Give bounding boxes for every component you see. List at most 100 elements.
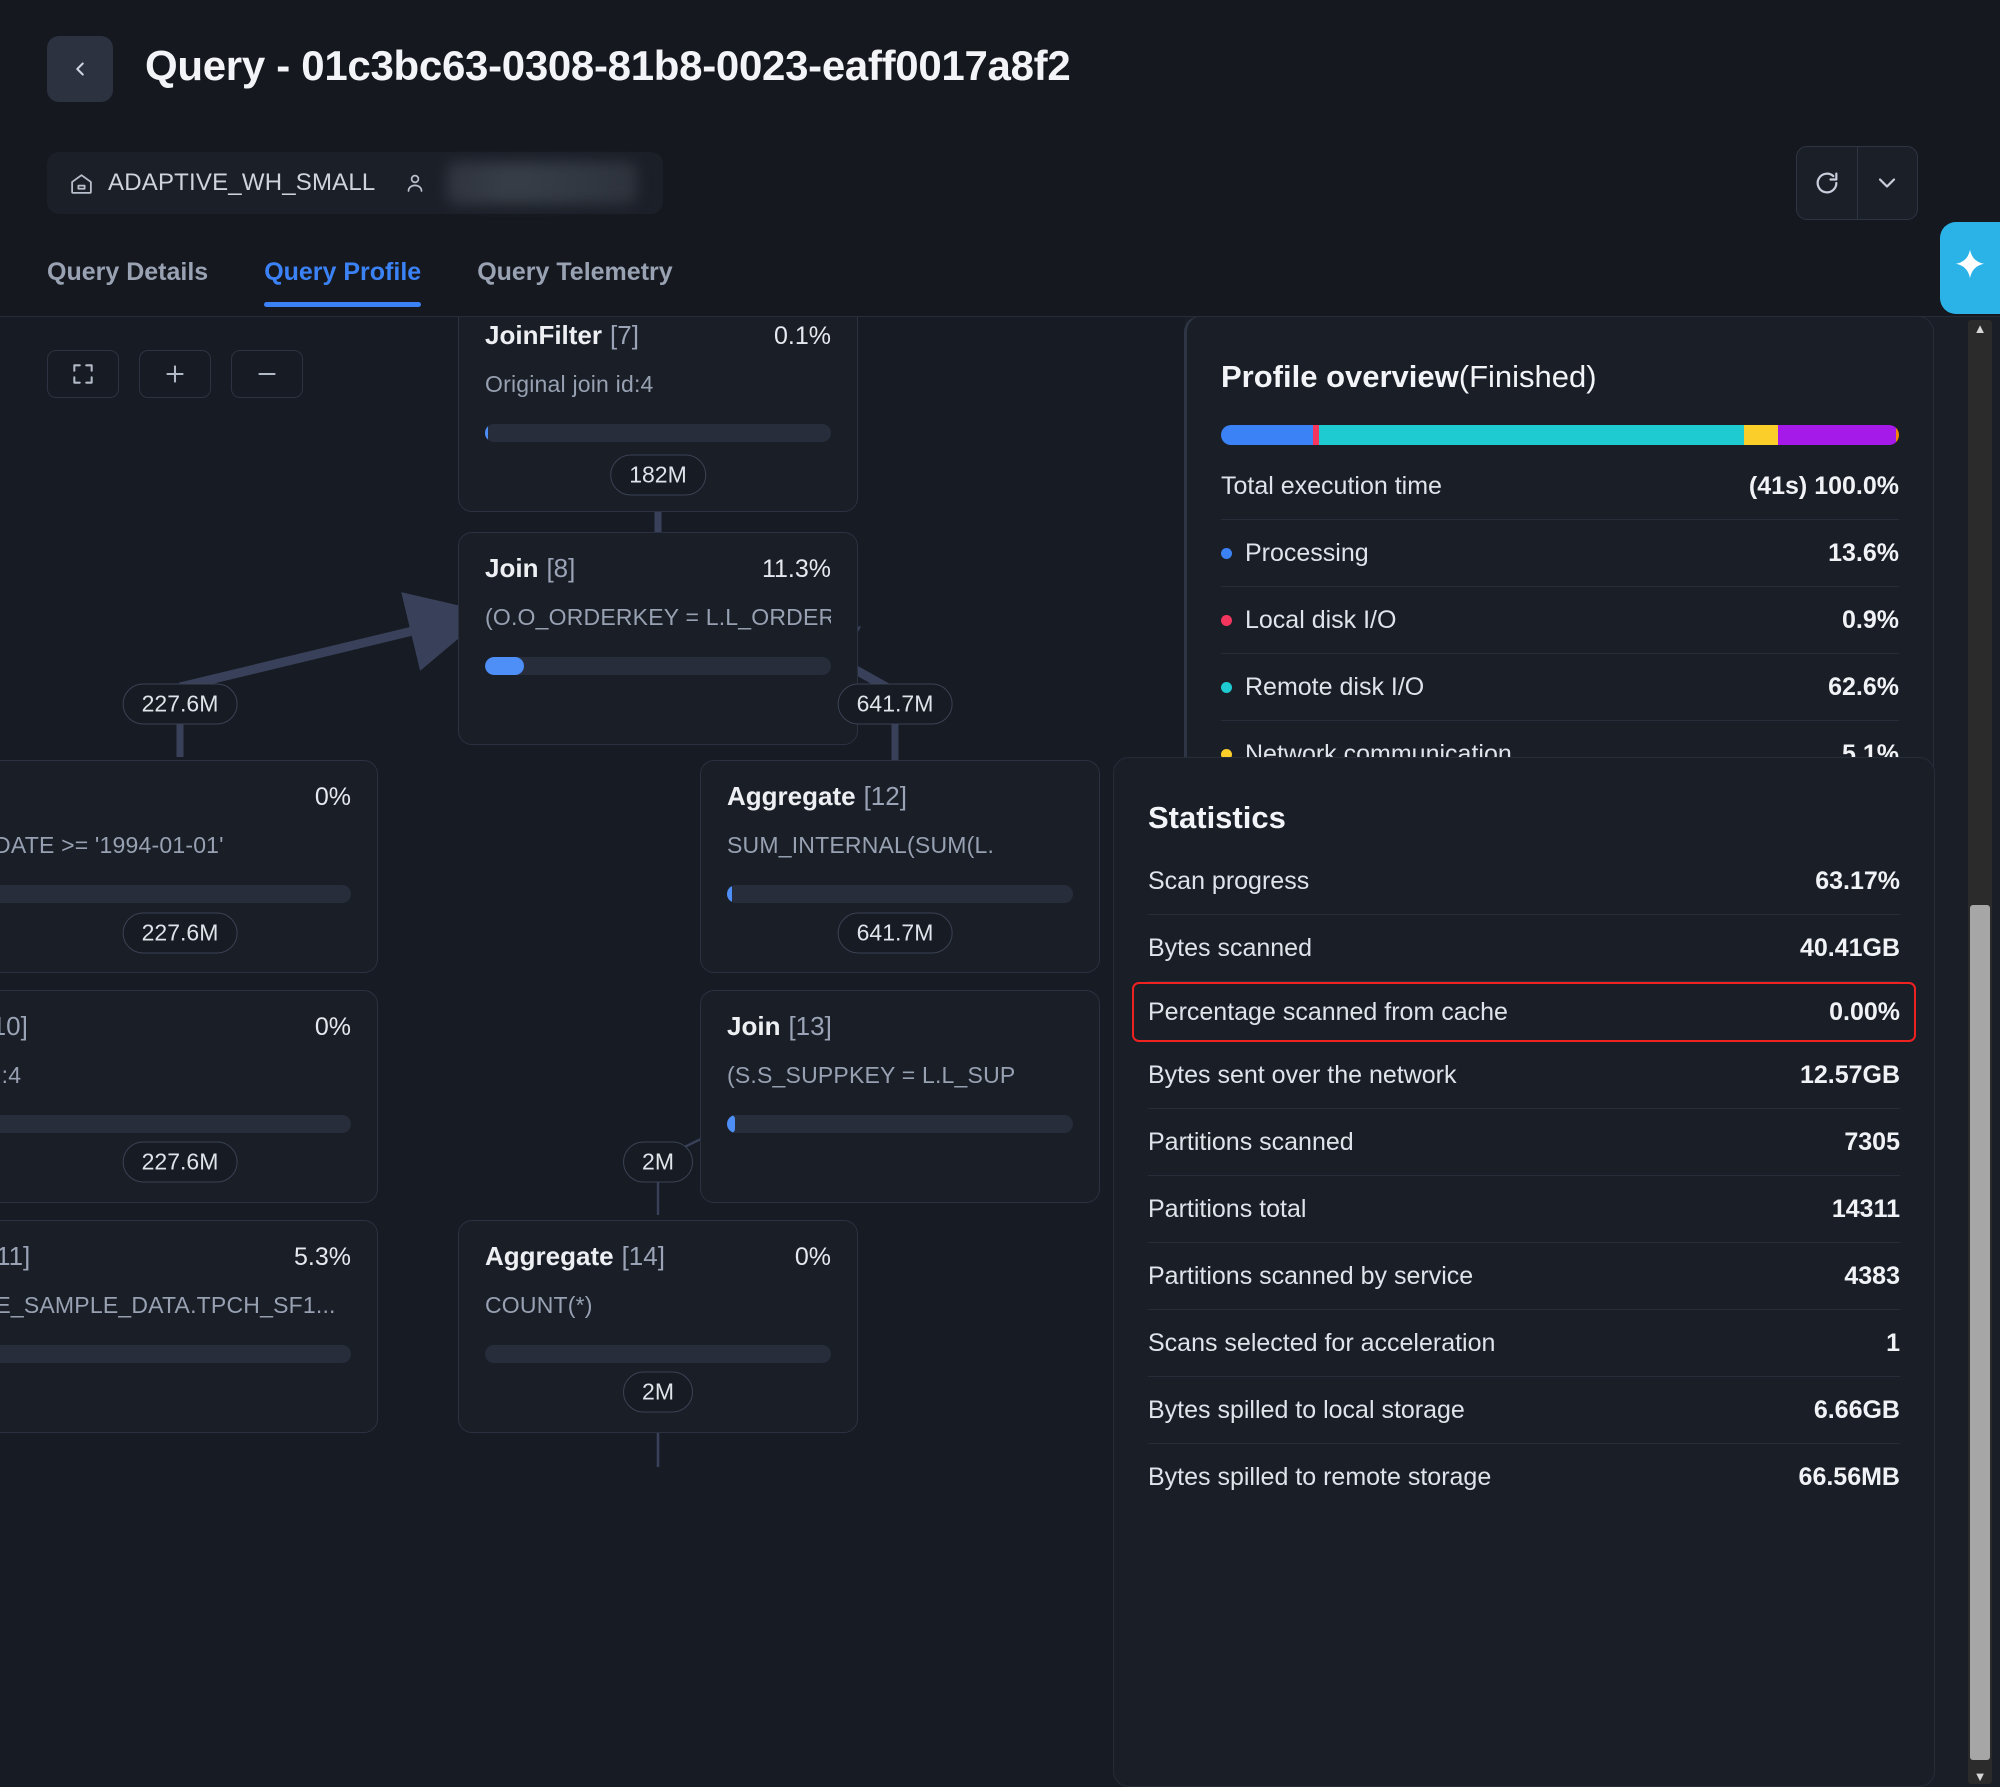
node-progress-bar: [0, 1345, 351, 1363]
overview-row-processing: Processing 13.6%: [1221, 520, 1899, 587]
warehouse-chip[interactable]: ADAPTIVE_WH_SMALL: [47, 152, 663, 214]
edge-label: 227.6M: [122, 683, 238, 725]
user-icon: [408, 174, 423, 192]
plan-node-join-13[interactable]: Join [13] (S.S_SUPPKEY = L.L_SUP: [700, 990, 1100, 1203]
sparkle-icon: [1956, 249, 1984, 279]
node-title: JoinFilter [7]: [485, 320, 639, 350]
plan-node-tablescan-11[interactable]: leScan[11] 5.3% OWFLAKE_SAMPLE_DATA.TPCH…: [0, 1220, 378, 1433]
plan-node-filter-9[interactable]: er[9] 0% _ORDERDATE >= '1994-01-01': [0, 760, 378, 973]
node-title: Aggregate [12]: [727, 781, 907, 811]
legend-dot-network: [1221, 748, 1232, 760]
node-title: leScan[11]: [0, 1241, 31, 1271]
bar-segment-local-disk-io: [1313, 425, 1320, 445]
legend-dot-remote-disk-io: [1221, 681, 1232, 693]
node-subtitle: (S.S_SUPPKEY = L.L_SUP: [727, 1062, 1016, 1088]
node-subtitle: OWFLAKE_SAMPLE_DATA.TPCH_SF1...: [0, 1292, 336, 1318]
node-progress-bar: [727, 1115, 1073, 1133]
node-percent: 5.3%: [294, 1243, 351, 1271]
node-title: nFilter[10]: [0, 1011, 28, 1041]
bar-segment-processing: [1221, 425, 1314, 445]
chevron-down-icon: [1879, 178, 1896, 188]
node-subtitle: Original join id:4: [485, 371, 654, 397]
bar-segment-initialization: [1895, 425, 1899, 445]
zoom-toolbar: [47, 350, 303, 398]
page-scrollbar[interactable]: ▲ ▼: [1968, 320, 1992, 1784]
statistics-panel: Statistics Scan progress 63.17% Bytes sc…: [1113, 757, 1935, 1787]
bar-segment-network: [1743, 425, 1779, 445]
node-progress-bar: [0, 885, 351, 903]
page-header: Query - 01c3bc63-0308-81b8-0023-eaff0017…: [0, 0, 2000, 317]
query-plan-canvas[interactable]: JoinFilter [7] 0.1% Original join id:4 Jo…: [0, 317, 1185, 1787]
edge-label: 641.7M: [837, 683, 953, 725]
node-percent: 0.1%: [774, 322, 831, 350]
edge-label: 227.6M: [122, 912, 238, 954]
edge-label: 2M: [623, 1371, 693, 1413]
profile-overview-panel: Profile overview(Finished) Total executi…: [1184, 316, 1934, 902]
node-header: Join [8] 11.3%: [485, 553, 831, 584]
node-subtitle: inal join id:4: [0, 1062, 22, 1088]
node-percent: 0%: [314, 1013, 351, 1041]
node-subtitle: (O.O_ORDERKEY = L.L_ORDERKEY): [485, 604, 831, 630]
warehouse-icon: [71, 173, 92, 194]
scroll-up-arrow[interactable]: ▲: [1973, 320, 1987, 336]
node-header: nFilter[10] 0%: [0, 1011, 351, 1042]
plan-node-joinfilter-10[interactable]: nFilter[10] 0% inal join id:4: [0, 990, 378, 1203]
refresh-button-group[interactable]: [1796, 146, 1918, 220]
edge-label: 182M: [610, 454, 706, 496]
tab-bar-divider: [0, 316, 2000, 317]
details-side-panel: Profile overview(Finished) Total executi…: [1113, 316, 2000, 1787]
node-progress-bar: [0, 1115, 351, 1133]
zoom-out-button[interactable]: [231, 350, 303, 398]
scrollbar-thumb[interactable]: [1970, 905, 1990, 1760]
profile-overview-title: Profile overview(Finished): [1221, 317, 1899, 395]
refresh-button[interactable]: [1797, 147, 1857, 219]
stat-row-partitions-scanned: Partitions scanned 7305: [1148, 1109, 1900, 1176]
ai-assistant-button[interactable]: [1940, 222, 2000, 314]
legend-dot-processing: [1221, 547, 1232, 559]
zoom-in-button[interactable]: [139, 350, 211, 398]
overview-row-total: Total execution time (41s) 100.0%: [1221, 453, 1899, 520]
stat-row-partitions-scanned-by-service: Partitions scanned by service 4383: [1148, 1243, 1900, 1310]
tab-query-details[interactable]: Query Details: [47, 258, 208, 307]
execution-time-stacked-bar: [1221, 425, 1899, 445]
chevron-left-icon: [76, 62, 84, 76]
overview-row-remote-disk-io: Remote disk I/O 62.6%: [1221, 654, 1899, 721]
minus-icon: [258, 372, 276, 376]
statistics-rows: Scan progress 63.17% Bytes scanned 40.41…: [1132, 848, 1916, 1511]
back-button[interactable]: [47, 36, 113, 102]
legend-dot-local-disk-io: [1221, 614, 1232, 626]
refresh-icon: [1816, 172, 1838, 194]
node-progress-bar: [485, 1345, 831, 1363]
bar-segment-remote-disk-io: [1319, 425, 1744, 445]
stat-row-bytes-spilled-local: Bytes spilled to local storage 6.66GB: [1148, 1377, 1900, 1444]
tab-query-telemetry[interactable]: Query Telemetry: [477, 258, 672, 307]
tab-query-profile[interactable]: Query Profile: [264, 258, 422, 307]
node-title: Join [13]: [727, 1011, 832, 1041]
fit-to-screen-button[interactable]: [47, 350, 119, 398]
edge-label: 2M: [623, 1141, 693, 1183]
node-progress-bar: [485, 657, 831, 675]
bar-segment-synchronization: [1778, 425, 1896, 445]
node-progress-bar: [485, 424, 831, 442]
node-header: Aggregate [12]: [727, 781, 1073, 812]
node-header: Join [13]: [727, 1011, 1073, 1042]
node-header: JoinFilter [7] 0.1%: [485, 320, 831, 351]
node-percent: 0%: [794, 1243, 831, 1271]
user-name-masked: [447, 162, 638, 204]
stat-row-bytes-sent-over-network: Bytes sent over the network 12.57GB: [1148, 1042, 1900, 1109]
scroll-down-arrow[interactable]: ▼: [1973, 1768, 1987, 1784]
plan-node-join-8[interactable]: Join[8] 11.3% (O.O_ORDERKEY = L.L_ORDERK…: [458, 532, 858, 745]
fit-screen-icon: [73, 364, 93, 384]
stat-row-bytes-spilled-remote: Bytes spilled to remote storage 66.56MB: [1148, 1463, 1900, 1491]
warehouse-name: ADAPTIVE_WH_SMALL: [108, 169, 376, 196]
stat-row-bytes-scanned: Bytes scanned 40.41GB: [1148, 915, 1900, 982]
refresh-options-button[interactable]: [1856, 147, 1918, 219]
node-subtitle: COUNT(*): [485, 1292, 593, 1318]
edge-label: 641.7M: [837, 912, 953, 954]
tab-bar: Query Details Query Profile Query Teleme…: [47, 258, 673, 307]
node-header: er[9] 0%: [0, 781, 351, 812]
node-header: leScan[11] 5.3%: [0, 1241, 351, 1272]
profile-overview-status: (Finished): [1458, 359, 1597, 394]
statistics-title: Statistics: [1148, 800, 1286, 835]
